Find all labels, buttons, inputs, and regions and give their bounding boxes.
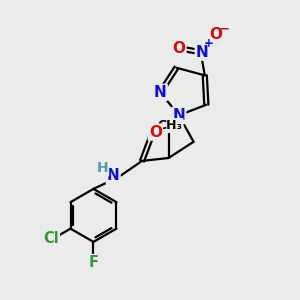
Text: F: F — [88, 255, 98, 270]
Text: +: + — [204, 38, 214, 50]
Text: H: H — [97, 161, 108, 175]
Text: O: O — [209, 27, 222, 42]
Text: O: O — [149, 124, 162, 140]
Text: O: O — [172, 41, 185, 56]
Text: N: N — [154, 85, 167, 100]
Text: N: N — [107, 168, 120, 183]
Text: N: N — [172, 108, 185, 123]
Text: Cl: Cl — [43, 231, 59, 246]
Text: −: − — [218, 22, 230, 35]
Text: N: N — [196, 45, 208, 60]
Text: CH₃: CH₃ — [158, 119, 182, 132]
